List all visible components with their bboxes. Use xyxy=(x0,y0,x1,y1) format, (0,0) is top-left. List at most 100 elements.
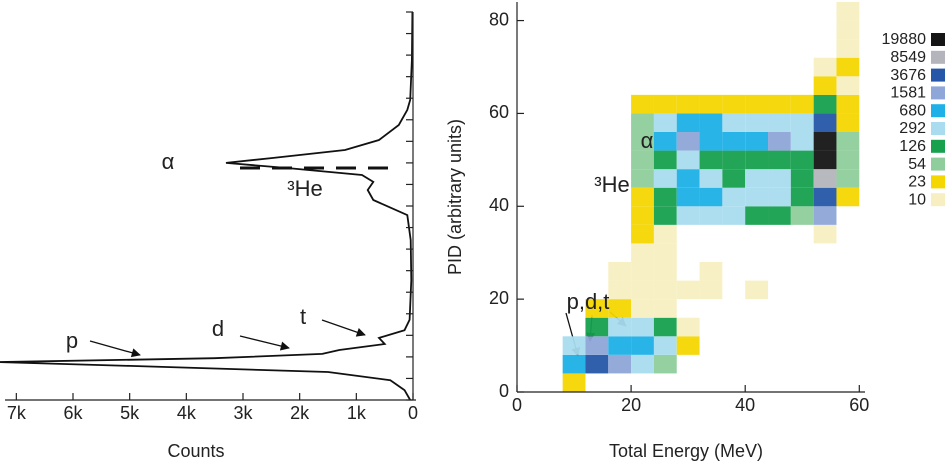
heat-cell xyxy=(699,169,723,188)
heat-cell xyxy=(540,225,563,244)
heat-cell xyxy=(676,169,700,188)
heat-cell xyxy=(540,281,563,300)
heat-cell xyxy=(677,262,700,281)
colorbar-swatch xyxy=(931,193,945,207)
heat-cell xyxy=(699,94,723,114)
heat-cell xyxy=(700,243,723,262)
heat-cell xyxy=(791,373,814,392)
x-tick-label: 3k xyxy=(233,403,253,423)
heat-cell xyxy=(745,94,769,114)
colorbar-label: 10 xyxy=(908,191,926,208)
heat-cell xyxy=(791,39,814,58)
heat-cell xyxy=(722,373,745,392)
heat-cell xyxy=(722,318,745,337)
heat-cell xyxy=(836,2,860,21)
x-axis-title: Total Energy (MeV) xyxy=(609,441,763,461)
heat-cell xyxy=(585,21,608,40)
heat-cell xyxy=(540,336,563,355)
heat-cell xyxy=(654,21,677,40)
heat-cell xyxy=(608,299,632,318)
heat-cell xyxy=(540,21,563,40)
heat-cell xyxy=(836,57,860,77)
heat-cell xyxy=(562,354,586,374)
heat-cell xyxy=(653,262,677,281)
heat-cell xyxy=(585,206,608,225)
heat-cell xyxy=(745,169,769,188)
heat-cell xyxy=(791,262,814,281)
heat-cell xyxy=(745,187,769,207)
heat-cell xyxy=(631,39,654,58)
heat-cell xyxy=(517,151,540,170)
heat-cell xyxy=(585,262,608,281)
heat-cell xyxy=(608,243,631,262)
heat-cell xyxy=(814,39,837,58)
heat-cell xyxy=(562,336,586,355)
heat-cell xyxy=(836,132,860,151)
heat-cell xyxy=(745,39,768,58)
heat-cell xyxy=(631,21,654,40)
heat-cell xyxy=(814,262,837,281)
heat-cell xyxy=(768,243,791,262)
heat-cell xyxy=(677,299,700,318)
heat-cell xyxy=(677,2,700,21)
heat-cell xyxy=(563,262,586,281)
colorbar-swatch xyxy=(931,68,945,82)
heat-cell xyxy=(768,281,791,300)
heat-cell xyxy=(676,113,700,132)
heat-cell xyxy=(653,280,677,300)
heat-cell xyxy=(768,2,791,21)
heat-cell xyxy=(791,76,814,95)
heat-cell xyxy=(836,206,859,225)
heat-cell xyxy=(745,336,768,355)
heat-cell xyxy=(608,317,632,337)
heat-cell xyxy=(722,2,745,21)
heat-cell xyxy=(745,132,769,151)
heat-cell xyxy=(813,76,837,95)
heat-cell xyxy=(563,113,586,132)
heat-cell xyxy=(563,188,586,207)
heat-cell xyxy=(790,132,814,151)
heat-cell xyxy=(836,169,860,188)
heat-cell xyxy=(790,206,814,225)
heat-cell xyxy=(654,2,677,21)
heat-cell xyxy=(836,113,860,132)
y-tick-label: 20 xyxy=(489,288,509,308)
heat-cell xyxy=(540,206,563,225)
heat-cell xyxy=(585,95,608,114)
x-tick-label: 2k xyxy=(290,403,310,423)
heat-cell xyxy=(768,58,791,77)
y-tick-label: 60 xyxy=(489,102,509,122)
heat-cell xyxy=(813,57,837,77)
x-tick-label: 1k xyxy=(347,403,367,423)
heat-cell xyxy=(836,299,859,318)
heat-cell xyxy=(540,243,563,262)
heat-cell xyxy=(836,187,860,207)
heat-cell xyxy=(631,206,654,225)
colorbar-swatch xyxy=(931,157,945,171)
heat-cell xyxy=(699,280,723,300)
heat-cell xyxy=(791,243,814,262)
heat-cell xyxy=(608,206,631,225)
heat-cell xyxy=(722,113,746,132)
heat-cell xyxy=(768,336,791,355)
heat-cell xyxy=(562,373,586,392)
heat-cell xyxy=(722,355,745,374)
heat-cell xyxy=(517,95,540,114)
heat-cell xyxy=(653,224,677,244)
heat-cell xyxy=(814,373,837,392)
heat-cell xyxy=(563,132,586,151)
heat-cell xyxy=(608,151,631,170)
colorbar-label: 680 xyxy=(899,102,926,119)
heat-cell xyxy=(768,225,791,244)
heat-cell xyxy=(608,225,631,244)
colorbar-swatch xyxy=(931,50,945,64)
heat-cell xyxy=(676,280,700,300)
heat-cell xyxy=(768,132,791,151)
y-axis-title: PID (arbitrary units) xyxy=(445,119,465,275)
heat-cell xyxy=(722,21,745,40)
heat-cell xyxy=(563,225,586,244)
heat-cell xyxy=(677,21,700,40)
colorbar-label: 8549 xyxy=(890,49,926,66)
heat-cell xyxy=(836,281,859,300)
